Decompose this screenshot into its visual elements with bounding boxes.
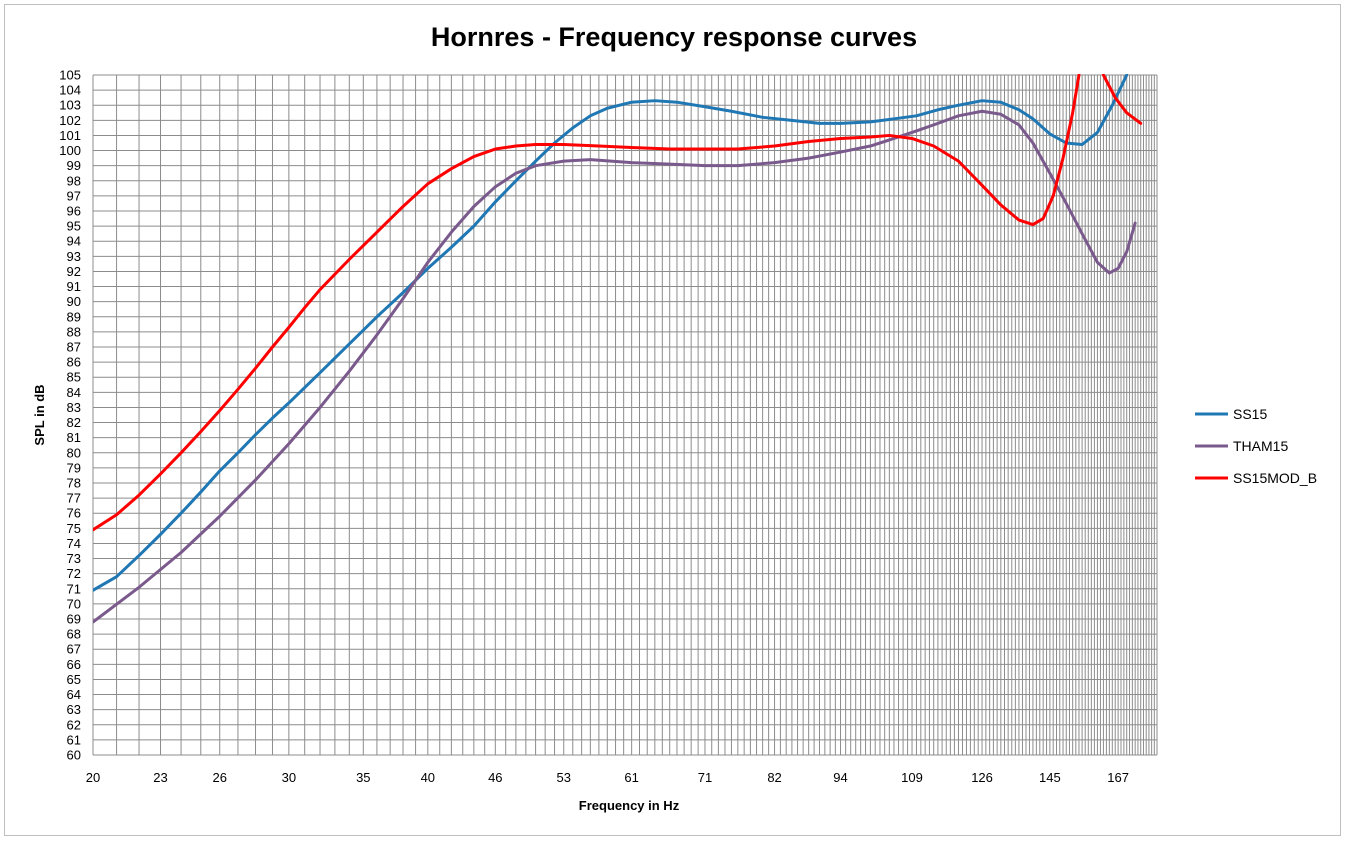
y-tick-label: 76 — [67, 506, 81, 521]
y-tick-label: 91 — [67, 279, 81, 294]
x-tick-label: 26 — [212, 770, 226, 785]
y-tick-label: 77 — [67, 491, 81, 506]
series-layer — [93, 74, 1143, 624]
y-tick-label: 70 — [67, 596, 81, 611]
y-tick-label: 71 — [67, 581, 81, 596]
y-axis-title: SPL in dB — [32, 384, 47, 445]
y-tick-label: 81 — [67, 430, 81, 445]
y-tick-label: 78 — [67, 476, 81, 491]
y-tick-label: 92 — [67, 264, 81, 279]
x-tick-label: 40 — [421, 770, 435, 785]
legend-label: THAM15 — [1233, 438, 1288, 454]
y-tick-label: 85 — [67, 370, 81, 385]
y-tick-label: 105 — [59, 68, 81, 83]
grid — [92, 74, 1158, 756]
x-axis-title: Frequency in Hz — [579, 798, 680, 813]
y-tick-label: 99 — [67, 158, 81, 173]
y-tick-label: 74 — [67, 536, 81, 551]
y-tick-label: 102 — [59, 113, 81, 128]
x-tick-label: 145 — [1039, 770, 1061, 785]
x-tick-label: 23 — [153, 770, 167, 785]
legend-label: SS15 — [1233, 406, 1267, 422]
tick-labels: 6061626364656667686970717273747576777879… — [59, 68, 1129, 786]
legend-label: SS15MOD_B — [1233, 470, 1317, 486]
x-tick-label: 82 — [767, 770, 781, 785]
y-tick-label: 95 — [67, 219, 81, 234]
y-tick-label: 96 — [67, 204, 81, 219]
y-tick-label: 63 — [67, 702, 81, 717]
x-tick-label: 71 — [698, 770, 712, 785]
y-tick-label: 62 — [67, 717, 81, 732]
y-tick-label: 86 — [67, 355, 81, 370]
y-tick-label: 90 — [67, 294, 81, 309]
y-tick-label: 69 — [67, 612, 81, 627]
y-tick-label: 67 — [67, 642, 81, 657]
y-tick-label: 73 — [67, 551, 81, 566]
y-tick-label: 65 — [67, 672, 81, 687]
x-tick-label: 35 — [356, 770, 370, 785]
x-tick-label: 61 — [624, 770, 638, 785]
y-tick-label: 104 — [59, 83, 81, 98]
y-tick-label: 83 — [67, 400, 81, 415]
x-tick-label: 167 — [1107, 770, 1129, 785]
y-tick-label: 101 — [59, 128, 81, 143]
y-tick-label: 103 — [59, 98, 81, 113]
y-tick-label: 64 — [67, 687, 81, 702]
x-tick-label: 46 — [488, 770, 502, 785]
y-tick-label: 93 — [67, 249, 81, 264]
series-line-ss15mod-b — [93, 74, 1081, 532]
y-tick-label: 61 — [67, 732, 81, 747]
y-tick-label: 80 — [67, 445, 81, 460]
y-tick-label: 87 — [67, 340, 81, 355]
y-tick-label: 72 — [67, 566, 81, 581]
y-tick-label: 100 — [59, 143, 81, 158]
y-tick-label: 82 — [67, 415, 81, 430]
x-tick-label: 126 — [971, 770, 993, 785]
y-tick-label: 98 — [67, 173, 81, 188]
y-tick-label: 89 — [67, 309, 81, 324]
series-line-ss15 — [93, 74, 1129, 592]
x-tick-label: 94 — [833, 770, 847, 785]
x-tick-label: 20 — [86, 770, 100, 785]
y-tick-label: 84 — [67, 385, 81, 400]
chart-title: Hornres - Frequency response curves — [431, 22, 917, 52]
y-tick-label: 66 — [67, 657, 81, 672]
y-tick-label: 88 — [67, 324, 81, 339]
y-tick-label: 68 — [67, 627, 81, 642]
x-tick-label: 109 — [901, 770, 923, 785]
x-tick-label: 30 — [282, 770, 296, 785]
y-tick-label: 75 — [67, 521, 81, 536]
y-tick-label: 79 — [67, 460, 81, 475]
y-tick-label: 97 — [67, 188, 81, 203]
y-tick-label: 60 — [67, 748, 81, 763]
series-line-ss15mod-b-tail — [1101, 74, 1143, 125]
y-tick-label: 94 — [67, 234, 81, 249]
legend: SS15 THAM15 SS15MOD_B — [1195, 406, 1317, 486]
x-tick-label: 53 — [557, 770, 571, 785]
series-line-tham15 — [93, 109, 1137, 624]
